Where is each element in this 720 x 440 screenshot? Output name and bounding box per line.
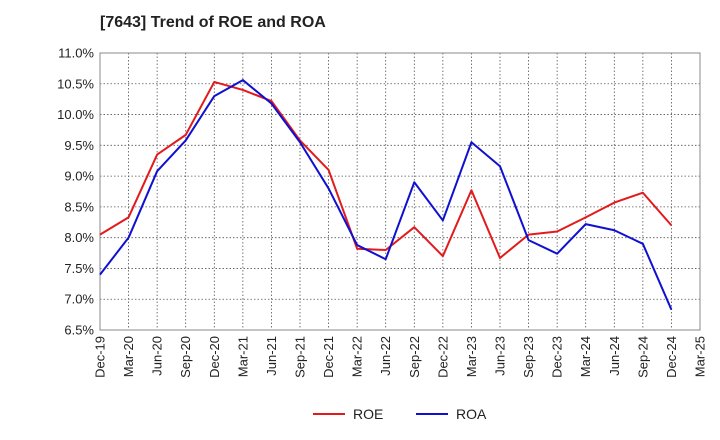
y-tick-label: 9.5% xyxy=(64,138,94,153)
y-tick-label: 10.5% xyxy=(57,76,94,91)
y-tick-label: 11.0% xyxy=(58,46,94,61)
x-tick-label: Dec-22 xyxy=(435,336,450,378)
legend-label-roa: ROA xyxy=(456,406,487,422)
x-tick-label: Sep-24 xyxy=(635,336,650,378)
x-tick-label: Dec-21 xyxy=(321,336,336,378)
x-tick-label: Mar-22 xyxy=(350,336,365,377)
plot-area xyxy=(100,53,700,330)
x-tick-label: Dec-24 xyxy=(664,336,679,378)
x-tick-label: Mar-24 xyxy=(578,336,593,377)
series-line-roe xyxy=(99,80,673,259)
y-tick-label: 10.0% xyxy=(57,107,94,122)
x-tick-label: Jun-23 xyxy=(493,336,508,376)
x-tick-label: Jun-24 xyxy=(607,336,622,376)
series-line-roa xyxy=(99,79,673,311)
x-tick-label: Jun-20 xyxy=(150,336,165,376)
plot-frame xyxy=(99,52,701,331)
x-tick-label: Jun-21 xyxy=(264,336,279,376)
x-tick-label: Sep-23 xyxy=(521,336,536,378)
x-tick-label: Sep-21 xyxy=(293,336,308,378)
chart-title: [7643] Trend of ROE and ROA xyxy=(100,14,326,31)
y-tick-label: 8.5% xyxy=(64,199,94,214)
legend-label-roe: ROE xyxy=(353,406,383,422)
x-tick-label: Mar-23 xyxy=(464,336,479,377)
x-tick-label: Sep-22 xyxy=(407,336,422,378)
y-tick-label: 7.5% xyxy=(64,261,94,276)
y-tick-label: 7.0% xyxy=(64,292,94,307)
x-tick-label: Jun-22 xyxy=(378,336,393,376)
y-tick-label: 9.0% xyxy=(64,169,94,184)
x-tick-label: Dec-23 xyxy=(550,336,565,378)
x-tick-label: Sep-20 xyxy=(178,336,193,378)
x-tick-label: Mar-25 xyxy=(693,336,708,377)
x-tick-label: Mar-20 xyxy=(121,336,136,377)
x-tick-label: Dec-19 xyxy=(93,336,108,378)
y-tick-label: 8.0% xyxy=(64,230,94,245)
x-tick-label: Mar-21 xyxy=(235,336,250,377)
x-tick-label: Dec-20 xyxy=(207,336,222,378)
y-tick-label: 6.5% xyxy=(64,323,94,338)
